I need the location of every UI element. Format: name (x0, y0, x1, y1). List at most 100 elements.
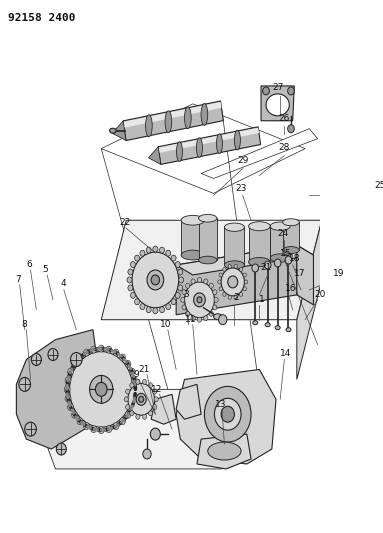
Polygon shape (151, 394, 176, 424)
Circle shape (160, 306, 165, 313)
Text: 19: 19 (333, 270, 344, 278)
Circle shape (142, 414, 147, 419)
Polygon shape (16, 330, 101, 449)
Ellipse shape (249, 257, 270, 266)
Ellipse shape (208, 442, 241, 460)
Circle shape (223, 293, 226, 296)
Circle shape (204, 279, 208, 284)
Circle shape (191, 316, 195, 321)
Circle shape (56, 443, 66, 455)
Text: 10: 10 (160, 320, 171, 329)
Circle shape (214, 398, 241, 430)
Circle shape (72, 411, 77, 418)
Circle shape (171, 299, 176, 305)
Circle shape (228, 276, 238, 288)
Ellipse shape (181, 250, 205, 260)
Circle shape (119, 418, 126, 425)
Polygon shape (297, 245, 313, 305)
Circle shape (239, 268, 243, 271)
Text: 4: 4 (60, 279, 66, 288)
Circle shape (126, 389, 130, 394)
Circle shape (197, 297, 202, 303)
Circle shape (186, 283, 190, 288)
Circle shape (146, 247, 151, 253)
Circle shape (149, 411, 152, 416)
Circle shape (160, 247, 165, 253)
Ellipse shape (181, 215, 205, 225)
Circle shape (134, 299, 139, 305)
Circle shape (128, 285, 133, 291)
Circle shape (127, 277, 132, 283)
Circle shape (129, 368, 135, 375)
Text: 16: 16 (285, 285, 297, 293)
Circle shape (95, 382, 107, 397)
Text: 18: 18 (290, 254, 301, 263)
Ellipse shape (199, 256, 217, 264)
Circle shape (209, 311, 213, 317)
Ellipse shape (275, 326, 280, 330)
Circle shape (126, 405, 130, 409)
Circle shape (239, 293, 243, 296)
Circle shape (166, 304, 171, 310)
Ellipse shape (270, 254, 290, 262)
Circle shape (209, 283, 213, 288)
Circle shape (98, 345, 104, 352)
Circle shape (64, 386, 70, 393)
Circle shape (166, 250, 171, 256)
Polygon shape (176, 245, 313, 275)
Circle shape (234, 264, 237, 269)
Circle shape (147, 270, 164, 290)
Ellipse shape (266, 94, 289, 116)
Circle shape (264, 261, 271, 269)
Circle shape (91, 346, 97, 353)
Circle shape (133, 386, 138, 393)
Text: 28: 28 (279, 143, 290, 152)
Circle shape (213, 305, 217, 310)
Circle shape (185, 282, 214, 318)
Text: 9: 9 (133, 370, 139, 379)
Circle shape (175, 262, 180, 268)
Circle shape (153, 246, 158, 252)
Text: 12: 12 (151, 385, 163, 394)
Circle shape (132, 377, 137, 384)
Circle shape (136, 393, 146, 405)
Ellipse shape (185, 107, 191, 129)
Text: 24: 24 (277, 229, 288, 238)
Text: 26: 26 (279, 114, 290, 123)
Text: 21: 21 (260, 263, 272, 272)
Circle shape (243, 273, 246, 277)
Text: 1: 1 (259, 295, 265, 304)
Circle shape (83, 349, 89, 356)
Circle shape (67, 368, 74, 375)
Circle shape (205, 386, 251, 442)
Text: 23: 23 (236, 184, 247, 193)
Circle shape (149, 383, 152, 388)
Circle shape (98, 426, 104, 434)
Polygon shape (26, 389, 222, 469)
Ellipse shape (214, 314, 222, 320)
Circle shape (151, 428, 160, 440)
Polygon shape (249, 226, 270, 262)
Circle shape (19, 377, 31, 391)
Circle shape (136, 414, 140, 419)
Ellipse shape (249, 222, 270, 231)
Ellipse shape (270, 222, 290, 230)
Circle shape (221, 268, 244, 296)
Ellipse shape (224, 261, 244, 269)
Circle shape (154, 397, 158, 402)
Ellipse shape (283, 247, 300, 254)
Circle shape (182, 305, 186, 310)
Circle shape (221, 406, 234, 422)
Circle shape (70, 352, 82, 367)
Polygon shape (176, 245, 297, 315)
Circle shape (130, 383, 134, 388)
Circle shape (182, 290, 186, 295)
Circle shape (125, 411, 131, 418)
Polygon shape (149, 147, 161, 164)
Circle shape (288, 87, 294, 95)
Circle shape (67, 403, 74, 410)
Circle shape (186, 311, 190, 317)
Circle shape (128, 383, 154, 415)
Circle shape (219, 273, 223, 277)
Text: 20: 20 (314, 290, 326, 300)
